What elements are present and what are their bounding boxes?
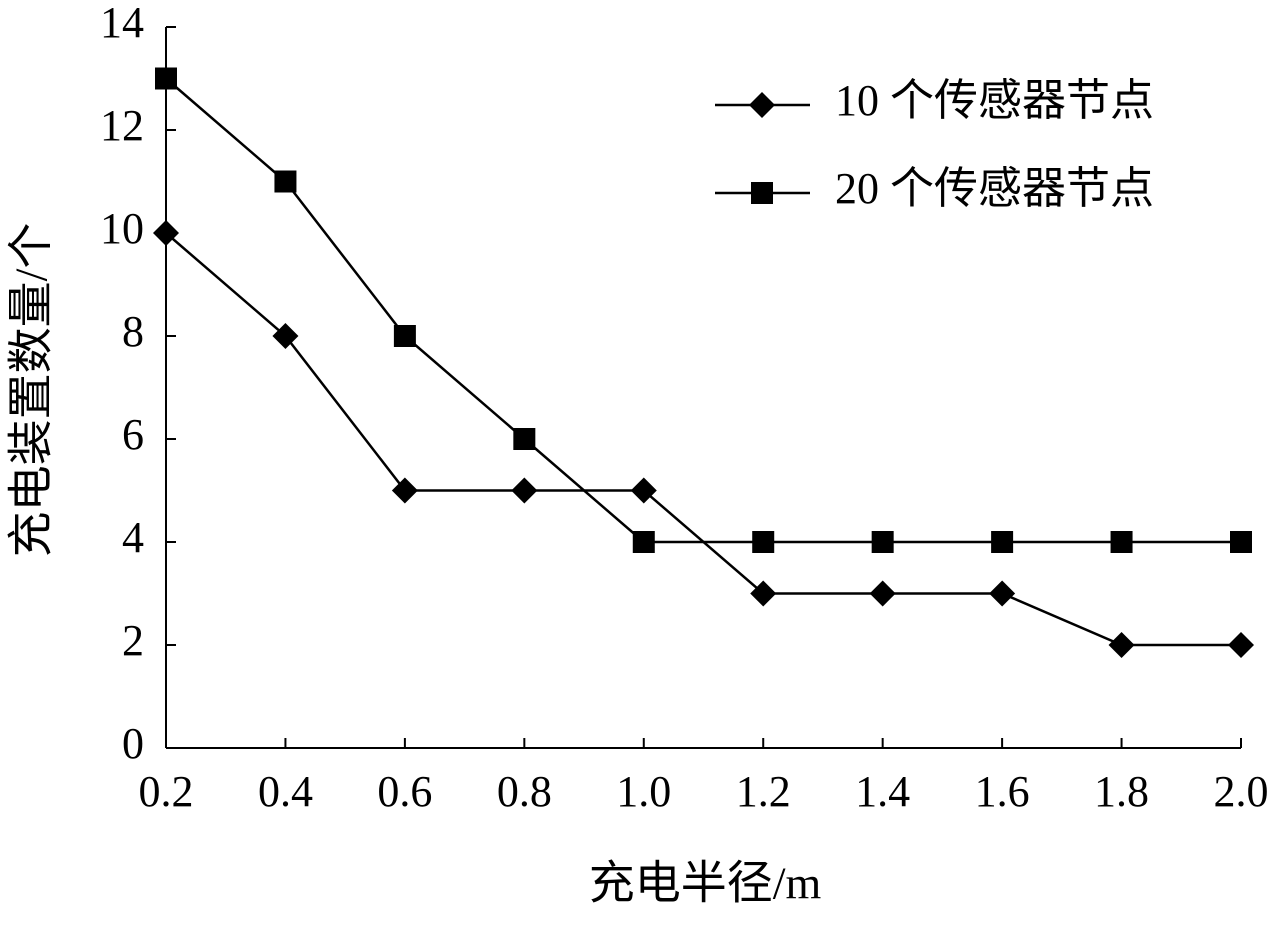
- diamond-marker: [750, 580, 777, 607]
- x-tick-label: 2.0: [1214, 767, 1269, 816]
- x-tick-label: 0.6: [377, 767, 432, 816]
- y-axis-title: 充电装置数量/个: [6, 223, 57, 558]
- y-tick-label: 8: [122, 307, 144, 356]
- y-tick-label: 10: [100, 204, 144, 253]
- diamond-marker: [153, 220, 179, 246]
- square-marker: [752, 531, 775, 553]
- y-tick-label: 12: [100, 101, 144, 150]
- square-marker: [274, 170, 297, 193]
- x-tick-label: 1.2: [736, 767, 791, 816]
- y-tick-label: 0: [122, 719, 144, 768]
- y-tick-label: 14: [100, 0, 144, 47]
- square-marker: [751, 182, 773, 204]
- x-tick-label: 1.8: [1094, 767, 1149, 816]
- square-marker: [1230, 531, 1252, 553]
- diamond-marker: [1228, 632, 1254, 658]
- y-tick-label: 6: [122, 410, 144, 459]
- diamond-marker: [272, 323, 299, 349]
- x-tick-label: 1.0: [616, 767, 671, 816]
- diamond-marker: [1108, 632, 1135, 658]
- diamond-marker: [630, 477, 657, 504]
- diamond-marker: [749, 92, 775, 118]
- x-tick-label: 1.6: [975, 767, 1030, 816]
- square-marker: [513, 428, 536, 450]
- square-marker: [1110, 531, 1133, 553]
- y-tick-label: 2: [122, 616, 144, 665]
- diamond-marker: [511, 477, 538, 504]
- legend-label: 10 个传感器节点: [835, 76, 1154, 125]
- x-tick-label: 1.4: [855, 767, 910, 816]
- legend-label: 20 个传感器节点: [835, 164, 1154, 213]
- diamond-marker: [989, 580, 1016, 607]
- x-tick-label: 0.4: [258, 767, 313, 816]
- x-tick-label: 0.8: [497, 767, 552, 816]
- diamond-marker: [869, 580, 896, 607]
- series-line: [165, 232, 1241, 647]
- diamond-marker: [391, 477, 418, 504]
- x-axis-title: 充电半径/m: [589, 858, 822, 909]
- square-marker: [155, 67, 177, 90]
- square-marker: [632, 531, 655, 553]
- y-tick-label: 4: [122, 513, 144, 562]
- square-marker: [871, 531, 894, 553]
- x-tick-label: 0.2: [139, 767, 194, 816]
- square-marker: [393, 325, 416, 347]
- square-marker: [991, 531, 1014, 553]
- series-line: [165, 77, 1241, 544]
